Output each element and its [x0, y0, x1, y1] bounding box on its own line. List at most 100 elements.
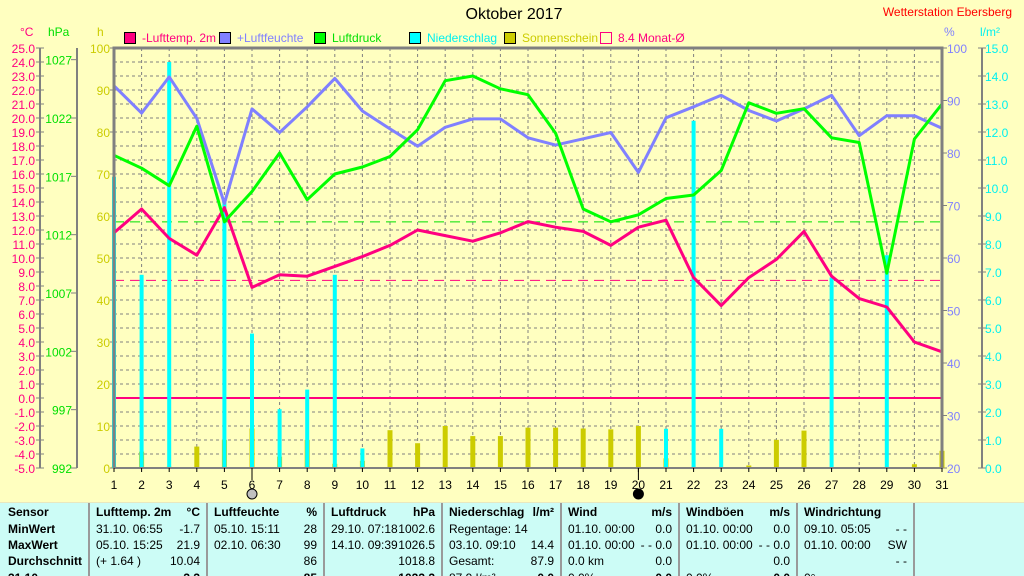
x-tick-label: 12 [411, 478, 425, 492]
temp-tick-label: 23.0 [12, 70, 36, 84]
row-label: 31.10. [8, 571, 41, 576]
x-tick-label: 22 [687, 478, 701, 492]
x-tick-label: 6 [249, 478, 256, 492]
temp-tick-label: -4.0 [14, 448, 35, 462]
precipitation-bar [167, 62, 172, 468]
precipitation-bar [139, 274, 144, 468]
stat-cell-value: 10.04 [169, 554, 200, 568]
new-moon-icon [632, 488, 644, 500]
sun-tick-label: 20 [97, 378, 111, 392]
stat-cell-value: -1.7 [179, 522, 200, 536]
stat-cell-value: 0.0 [655, 571, 672, 576]
stat-cell-value: 0.0 [773, 522, 790, 536]
humidity-tick-label: 90 [947, 95, 961, 109]
pressure-tick-label: 1007 [45, 287, 72, 301]
temp-tick-label: 5.0 [18, 322, 35, 336]
stat-cell-text: 31.10. 06:55 [96, 522, 163, 536]
sunshine-bar [553, 427, 559, 468]
stat-cell-value: 0.0 [773, 571, 790, 576]
stat-cell-text: 0.0% [568, 571, 595, 576]
rain-tick-label: 12.0 [985, 126, 1009, 140]
humidity-axis-unit: % [944, 25, 955, 39]
humidity-tick-label: 70 [947, 200, 961, 214]
sunshine-bar [911, 464, 917, 468]
legend-swatch [600, 32, 612, 44]
rain-tick-label: 9.0 [985, 210, 1002, 224]
x-tick-label: 7 [276, 478, 283, 492]
temp-tick-label: 19.0 [12, 126, 36, 140]
column-header: Wind [568, 505, 598, 519]
legend-swatch [409, 32, 421, 44]
temp-tick-label: 18.0 [12, 140, 36, 154]
pressure-tick-label: 1022 [45, 112, 72, 126]
sun-tick-label: 0 [103, 462, 110, 476]
temp-tick-label: -3.0 [14, 434, 35, 448]
full-moon-icon [246, 488, 258, 500]
column-header: Luftdruck [331, 505, 387, 519]
column-unit: l/m² [532, 505, 554, 519]
x-tick-label: 21 [659, 478, 673, 492]
stat-cell-text: 05.10. 15:25 [96, 538, 163, 552]
stat-cell-value: 21.9 [176, 538, 200, 552]
sunshine-bar [470, 436, 476, 468]
stat-cell-value: 99 [303, 538, 317, 552]
x-tick-label: 27 [825, 478, 839, 492]
temp-tick-label: 20.0 [12, 112, 36, 126]
stat-cell-text: 09.10. 05:05 [804, 522, 871, 536]
stat-cell-value: - - [895, 554, 907, 568]
x-tick-label: 18 [577, 478, 591, 492]
temp-tick-label: 21.0 [12, 98, 36, 112]
column-unit: % [306, 505, 317, 519]
humidity-tick-label: 40 [947, 357, 961, 371]
chart-title: Oktober 2017 [465, 6, 563, 23]
column-divider [560, 503, 562, 576]
column-divider [678, 503, 680, 576]
x-tick-label: 19 [604, 478, 618, 492]
x-tick-label: 2 [138, 478, 145, 492]
stat-cell-text: 0.0 km [568, 554, 605, 568]
x-tick-label: 29 [880, 478, 894, 492]
x-tick-label: 1 [111, 478, 118, 492]
column-header: Windrichtung [804, 505, 882, 519]
stat-cell-value: 1023.2 [398, 571, 435, 576]
temp-tick-label: 17.0 [12, 154, 36, 168]
pressure-axis-unit: hPa [48, 25, 70, 39]
column-unit: hPa [412, 505, 435, 519]
x-tick-label: 10 [356, 478, 370, 492]
stat-cell-text: 29.10. 07:18 [331, 522, 398, 536]
column-unit: m/s [769, 505, 790, 519]
stat-cell-value: 1002.6 [398, 522, 435, 536]
sun-tick-label: 80 [97, 126, 111, 140]
rain-tick-label: 15.0 [985, 42, 1009, 56]
sun-tick-label: 50 [97, 252, 111, 266]
sunshine-bar [194, 446, 200, 468]
legend-swatch [219, 32, 231, 44]
sunshine-bar [773, 439, 779, 468]
humidity-tick-label: 30 [947, 410, 961, 424]
pressure-tick-label: 1012 [45, 229, 72, 243]
sun-tick-label: 40 [97, 294, 111, 308]
stat-cell-value: 86 [303, 554, 317, 568]
legend-item: Niederschlag [409, 31, 497, 45]
rain-tick-label: 6.0 [985, 294, 1002, 308]
precipitation-bar [305, 389, 310, 468]
column-divider [796, 503, 798, 576]
column-header: Windböen [686, 505, 744, 519]
temp-tick-label: 0.0 [18, 392, 35, 406]
temp-tick-label: -2.0 [14, 420, 35, 434]
precipitation-bar [719, 428, 724, 468]
column-divider [441, 503, 443, 576]
stat-cell-value: - - 0.0 [640, 538, 672, 552]
sun-tick-label: 60 [97, 210, 111, 224]
legend-item: +Luftfeuchte [219, 31, 303, 45]
stat-cell-text: Regentage: 14 [449, 522, 528, 536]
temp-tick-label: 4.0 [18, 336, 35, 350]
sun-axis-unit: h [97, 25, 104, 39]
stat-cell-text: (+ 1.64 ) [96, 554, 142, 568]
sunshine-bar [525, 427, 531, 468]
sun-tick-label: 70 [97, 168, 111, 182]
row-label: MinWert [8, 522, 56, 536]
stat-cell-text: 14.10. 09:39 [331, 538, 398, 552]
x-tick-label: 24 [742, 478, 756, 492]
x-tick-label: 30 [908, 478, 922, 492]
